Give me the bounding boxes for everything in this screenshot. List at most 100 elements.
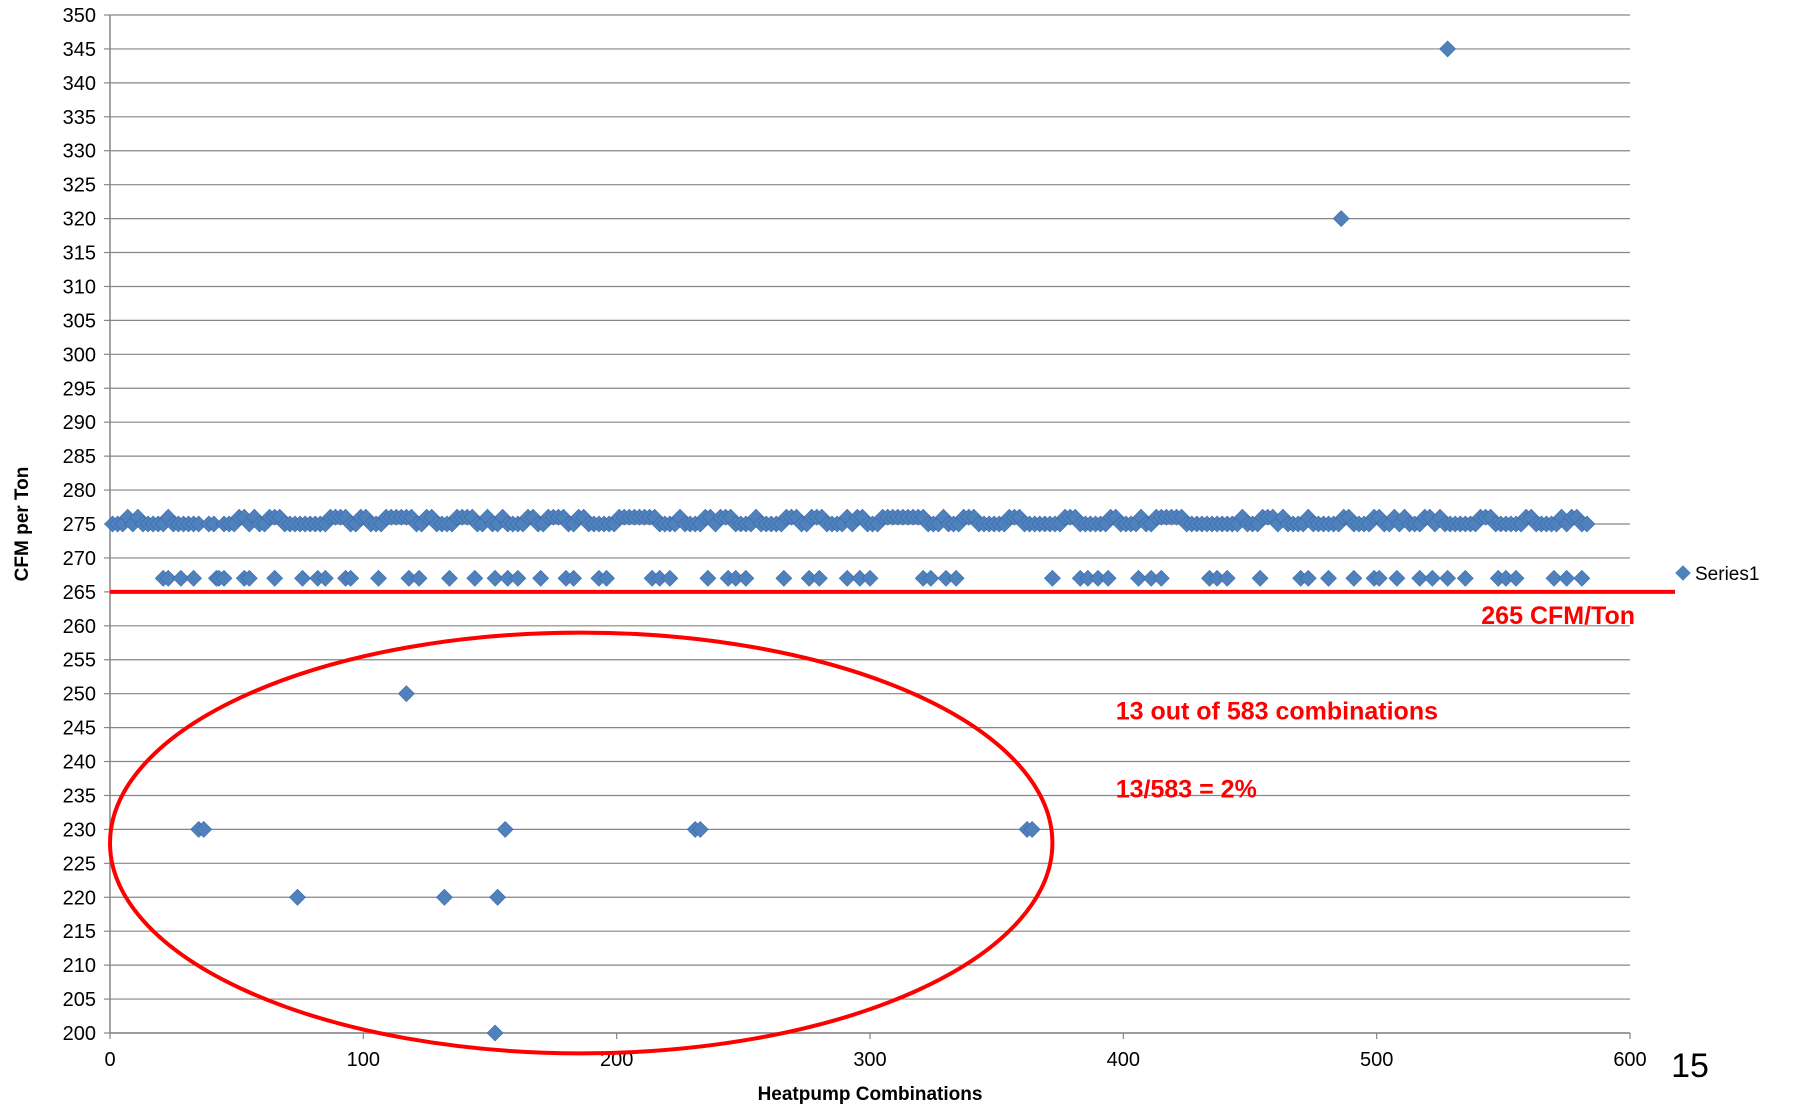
data-point bbox=[1388, 569, 1406, 587]
y-tick-label: 315 bbox=[63, 243, 96, 265]
data-point bbox=[861, 569, 879, 587]
y-tick-label: 250 bbox=[63, 684, 96, 706]
y-tick-label: 230 bbox=[63, 819, 96, 841]
y-tick-label: 205 bbox=[63, 989, 96, 1011]
data-point bbox=[1152, 569, 1170, 587]
data-point bbox=[1099, 569, 1117, 587]
data-point bbox=[496, 820, 514, 838]
data-point bbox=[1370, 569, 1388, 587]
data-point bbox=[466, 569, 484, 587]
data-point bbox=[699, 569, 717, 587]
highlight-ellipse bbox=[108, 630, 1055, 1056]
y-tick-label: 310 bbox=[63, 276, 96, 298]
y-tick-label: 305 bbox=[63, 310, 96, 332]
data-point bbox=[1299, 569, 1317, 587]
y-tick-label: 340 bbox=[63, 73, 96, 95]
y-tick-label: 325 bbox=[63, 175, 96, 197]
data-point bbox=[289, 888, 306, 906]
data-point bbox=[661, 569, 679, 587]
legend: Series1 bbox=[1675, 564, 1759, 585]
y-tick-label: 220 bbox=[63, 887, 96, 909]
series1-points bbox=[104, 40, 1596, 1042]
data-point bbox=[1043, 569, 1061, 587]
data-point bbox=[775, 569, 793, 587]
y-tick-label: 270 bbox=[63, 548, 96, 570]
data-point bbox=[1320, 569, 1337, 587]
data-point bbox=[240, 569, 258, 587]
y-tick-label: 200 bbox=[63, 1023, 96, 1045]
data-point bbox=[737, 569, 755, 587]
y-tick-label: 280 bbox=[63, 480, 96, 502]
data-point bbox=[565, 569, 583, 587]
data-point bbox=[1439, 569, 1457, 587]
y-tick-label: 300 bbox=[63, 344, 96, 366]
y-tick-label: 335 bbox=[63, 107, 96, 129]
data-point bbox=[410, 569, 428, 587]
data-point bbox=[1411, 569, 1429, 587]
data-point bbox=[1345, 569, 1363, 587]
y-tick-label: 260 bbox=[63, 616, 96, 638]
y-axis-title: CFM per Ton bbox=[12, 467, 33, 582]
data-point bbox=[691, 820, 709, 838]
data-point bbox=[1023, 820, 1041, 838]
y-tick-label: 255 bbox=[63, 650, 96, 672]
y-tick-labels: 200 205 210 215 220 225 230 235 240 245 250 255 260 2… bbox=[63, 5, 96, 1045]
data-point bbox=[486, 569, 504, 587]
x-tick-label: 300 bbox=[853, 1049, 886, 1071]
data-point bbox=[441, 569, 458, 587]
data-point bbox=[1439, 40, 1457, 58]
data-point bbox=[922, 569, 940, 587]
data-point bbox=[397, 685, 415, 703]
y-tick-label: 215 bbox=[63, 921, 96, 943]
y-tick-label: 210 bbox=[63, 955, 96, 977]
data-point bbox=[1130, 569, 1147, 587]
y-tick-label: 345 bbox=[63, 39, 96, 61]
y-tick-label: 350 bbox=[63, 5, 96, 27]
data-point bbox=[1218, 569, 1236, 587]
data-point bbox=[489, 888, 507, 906]
data-point bbox=[1545, 569, 1563, 587]
data-point bbox=[185, 569, 203, 587]
data-point bbox=[316, 569, 334, 587]
y-tick-label: 265 bbox=[63, 582, 96, 604]
data-point bbox=[1423, 569, 1441, 587]
data-point bbox=[294, 569, 311, 587]
data-point bbox=[172, 569, 190, 587]
x-tick-label: 600 bbox=[1613, 1049, 1646, 1071]
data-point bbox=[1558, 569, 1576, 587]
data-point bbox=[1332, 210, 1350, 228]
annotation-count: 13 out of 583 combinations bbox=[1116, 698, 1438, 726]
data-point bbox=[598, 569, 615, 587]
y-tick-label: 235 bbox=[63, 785, 96, 807]
x-tick-label: 0 bbox=[104, 1049, 115, 1071]
y-tick-label: 320 bbox=[63, 209, 96, 231]
data-point bbox=[486, 1024, 504, 1042]
y-tick-label: 330 bbox=[63, 141, 96, 163]
data-point bbox=[1578, 515, 1596, 533]
y-tick-label: 245 bbox=[63, 718, 96, 740]
x-tick-label: 100 bbox=[347, 1049, 380, 1071]
x-axis-title: Heatpump Combinations bbox=[758, 1084, 983, 1105]
y-tick-label: 275 bbox=[63, 514, 96, 536]
data-point bbox=[810, 569, 828, 587]
data-point bbox=[215, 569, 233, 587]
data-point bbox=[838, 569, 856, 587]
x-tick-label: 500 bbox=[1360, 1049, 1393, 1071]
y-tick-label: 240 bbox=[63, 752, 96, 774]
y-tick-label: 295 bbox=[63, 378, 96, 400]
data-point bbox=[947, 569, 965, 587]
legend-label-series1: Series1 bbox=[1695, 564, 1759, 585]
data-point bbox=[266, 569, 284, 587]
y-tick-label: 290 bbox=[63, 412, 96, 434]
data-point bbox=[195, 820, 213, 838]
data-point bbox=[1507, 569, 1525, 587]
y-tick-label: 285 bbox=[63, 446, 96, 468]
data-point bbox=[509, 569, 527, 587]
data-point bbox=[1251, 569, 1269, 587]
data-point bbox=[370, 569, 387, 587]
reference-line-label: 265 CFM/Ton bbox=[1481, 602, 1635, 630]
data-point bbox=[1573, 569, 1591, 587]
legend-marker-series1 bbox=[1675, 565, 1691, 581]
data-point bbox=[159, 569, 177, 587]
